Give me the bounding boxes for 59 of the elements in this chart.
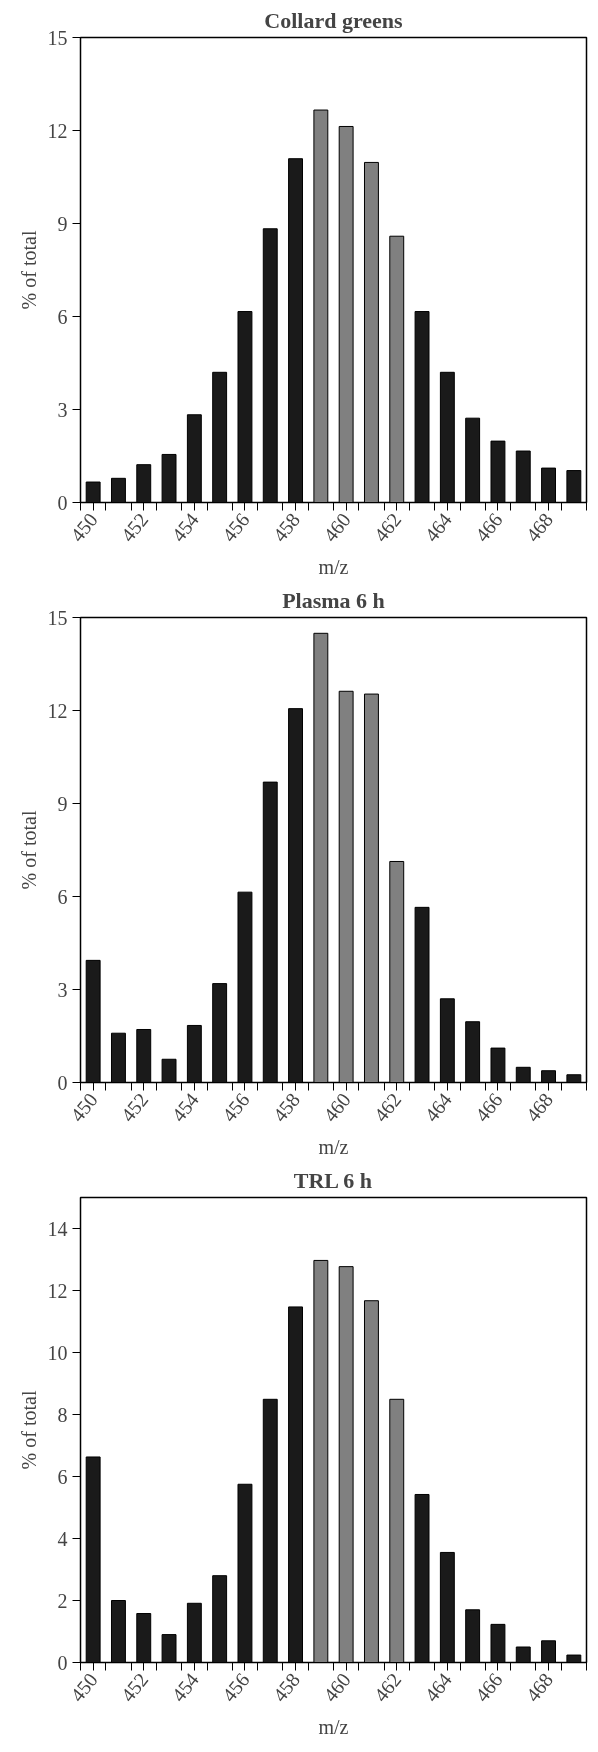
x-tick-label: 450: [65, 508, 102, 546]
x-tick-label: 456: [217, 508, 254, 546]
chart-title: Collard greens: [264, 7, 404, 33]
y-tick-label: 15: [47, 606, 68, 629]
y-axis-title: % of total: [17, 230, 40, 310]
y-axis-title: % of total: [17, 1390, 40, 1470]
x-axis-title: m/z: [318, 555, 349, 578]
x-tick-label: 466: [470, 1088, 507, 1126]
y-tick-label: 0: [57, 1071, 68, 1094]
y-tick-label: 14: [47, 1217, 68, 1240]
y-tick-label: 3: [57, 978, 68, 1001]
x-tick-label: 458: [268, 508, 305, 546]
y-tick-label: 0: [57, 491, 68, 514]
x-tick-label: 460: [318, 1088, 355, 1126]
x-tick-label: 462: [369, 1668, 406, 1706]
x-tick-label: 450: [65, 1668, 102, 1706]
x-tick-label: 464: [420, 1668, 456, 1706]
x-tick-label: 460: [318, 508, 355, 546]
y-tick-label: 3: [57, 398, 68, 421]
x-tick-label: 452: [116, 1668, 153, 1706]
x-tick-label: 468: [521, 508, 558, 546]
x-tick-label: 458: [268, 1088, 305, 1126]
y-tick-label: 0: [57, 1651, 68, 1674]
x-tick-label: 454: [167, 508, 203, 546]
x-tick-label: 468: [521, 1088, 558, 1126]
x-tick-label: 454: [167, 1668, 203, 1706]
x-tick-label: 452: [116, 1088, 153, 1126]
x-tick-label: 466: [470, 1668, 507, 1706]
y-tick-label: 2: [57, 1589, 68, 1612]
y-tick-label: 6: [57, 305, 68, 328]
x-tick-label: 464: [420, 1088, 456, 1126]
x-tick-label: 464: [420, 508, 456, 546]
y-tick-label: 6: [57, 885, 68, 908]
x-tick-label: 466: [470, 508, 507, 546]
y-tick-label: 6: [57, 1465, 68, 1488]
x-tick-label: 450: [65, 1088, 102, 1126]
y-tick-label: 8: [57, 1403, 68, 1426]
y-tick-label: 9: [57, 212, 68, 235]
y-tick-label: 12: [47, 699, 68, 722]
x-tick-label: 456: [217, 1088, 254, 1126]
x-tick-label: 454: [167, 1088, 203, 1126]
y-tick-label: 4: [57, 1527, 68, 1550]
x-tick-label: 462: [369, 1088, 406, 1126]
x-tick-label: 458: [268, 1668, 305, 1706]
x-axis-title: m/z: [318, 1715, 349, 1738]
chart-title: TRL 6 h: [293, 1167, 373, 1193]
y-tick-label: 12: [47, 119, 68, 142]
y-tick-label: 9: [57, 792, 68, 815]
x-tick-label: 456: [217, 1668, 254, 1706]
y-tick-label: 12: [47, 1279, 68, 1302]
y-tick-label: 15: [47, 26, 68, 49]
x-axis-title: m/z: [318, 1135, 349, 1158]
y-tick-label: 10: [47, 1341, 68, 1364]
chart-title: Plasma 6 h: [282, 587, 385, 613]
x-tick-label: 468: [521, 1668, 558, 1706]
x-tick-label: 462: [369, 508, 406, 546]
x-tick-label: 460: [318, 1668, 355, 1706]
x-tick-label: 452: [116, 508, 153, 546]
y-axis-title: % of total: [17, 810, 40, 890]
